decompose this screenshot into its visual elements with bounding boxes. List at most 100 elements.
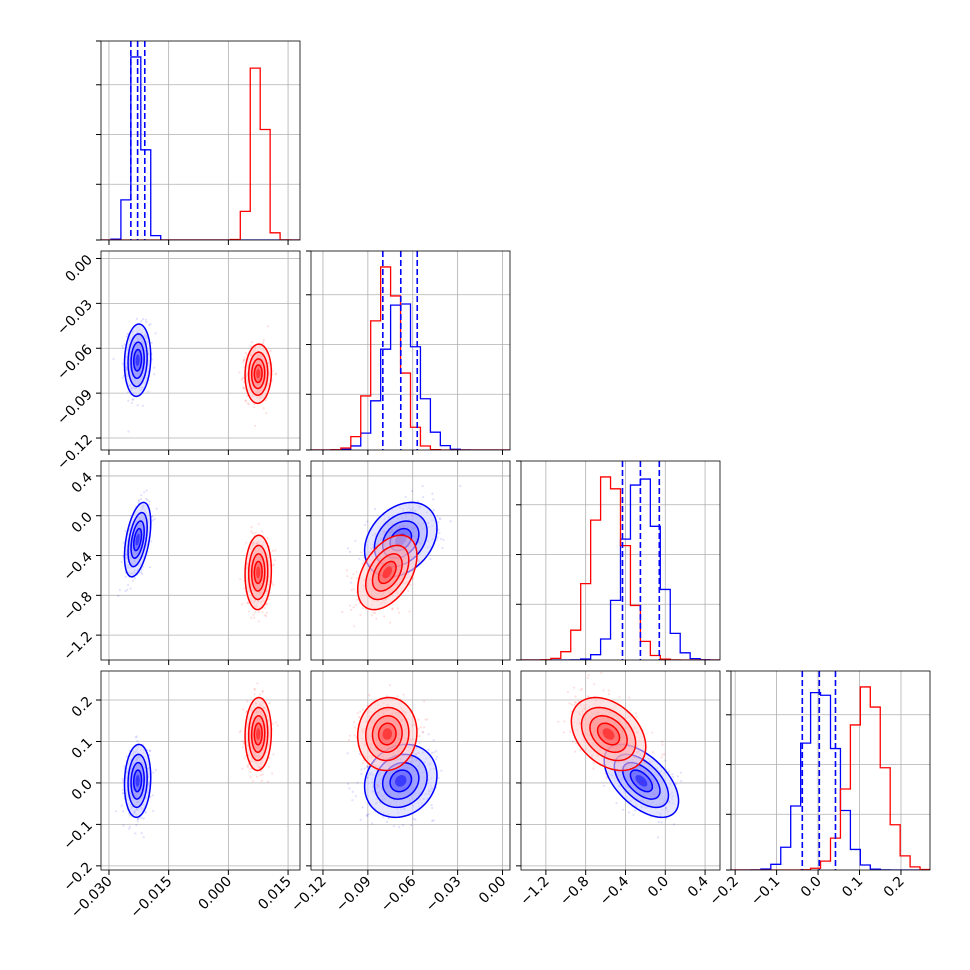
sample-point	[136, 818, 139, 821]
sample-point	[115, 810, 118, 813]
sample-point	[140, 571, 143, 574]
sample-point	[133, 577, 137, 580]
sample-point	[252, 613, 255, 616]
sample-point	[140, 320, 143, 323]
sample-point	[121, 344, 124, 347]
sample-point	[407, 589, 410, 592]
sample-point	[432, 508, 435, 512]
sample-point	[272, 584, 275, 587]
sample-point	[145, 320, 148, 324]
sample-point	[253, 687, 256, 690]
density-fill	[135, 354, 140, 366]
sample-point	[391, 523, 394, 526]
sample-point	[137, 499, 140, 502]
panel-content	[311, 251, 510, 450]
sample-point	[239, 729, 242, 733]
sample-point	[241, 377, 244, 380]
sample-point	[398, 611, 401, 614]
sample-point	[441, 547, 444, 550]
sample-point	[259, 693, 262, 696]
sample-point	[437, 521, 440, 524]
panel-frame	[310, 250, 511, 451]
contour-line	[127, 511, 148, 568]
panel-1-1	[306, 250, 511, 455]
sample-point	[266, 780, 269, 783]
sample-point	[384, 536, 387, 539]
sample-point	[243, 359, 246, 362]
sample-point	[422, 496, 425, 499]
sample-point	[387, 817, 390, 820]
sample-point	[250, 341, 254, 344]
sample-point	[414, 526, 417, 529]
y-tick-label: 0.2	[69, 694, 96, 721]
sample-point	[125, 335, 128, 338]
sample-point	[258, 610, 261, 613]
sample-point	[264, 614, 268, 618]
sample-point	[250, 525, 253, 529]
sample-point	[246, 764, 249, 767]
sample-point	[252, 402, 255, 405]
sample-point	[370, 547, 373, 550]
sample-point	[436, 536, 439, 539]
sample-point	[152, 771, 155, 774]
sample-point	[341, 610, 344, 614]
sample-point	[274, 549, 277, 552]
sample-point	[421, 559, 424, 562]
sample-point	[351, 799, 354, 802]
sample-point	[151, 519, 154, 522]
sample-point	[140, 493, 143, 497]
sample-point	[154, 768, 157, 771]
sample-point	[127, 583, 130, 587]
sample-point	[383, 615, 386, 618]
sample-point	[265, 412, 268, 415]
sample-point	[429, 557, 432, 560]
sample-point	[127, 399, 130, 402]
sample-point	[366, 766, 370, 769]
sample-point	[140, 497, 143, 501]
sample-point	[239, 578, 242, 581]
sample-point	[459, 485, 462, 488]
sample-point	[398, 526, 401, 529]
sample-point	[149, 749, 152, 753]
sample-point	[266, 602, 269, 606]
sample-point	[250, 616, 253, 619]
sample-point	[354, 539, 357, 542]
sample-point	[263, 614, 267, 617]
sample-point	[271, 564, 274, 567]
x-tick-label: −0.015	[128, 874, 176, 922]
sample-point	[268, 757, 271, 760]
histogram-red	[311, 266, 510, 450]
panel-content	[112, 317, 278, 433]
density-fill	[135, 775, 140, 787]
sample-point	[271, 549, 274, 552]
sample-point	[141, 318, 145, 321]
panel-frame	[310, 460, 511, 661]
sample-point	[149, 323, 152, 326]
y-tick-label: −0.4	[60, 549, 95, 584]
sample-point	[148, 566, 152, 569]
sample-point	[260, 530, 264, 533]
panel-2-1	[306, 460, 511, 665]
sample-point	[259, 774, 262, 777]
sample-point	[253, 688, 256, 691]
y-tick-label: 0.4	[69, 469, 96, 496]
sample-point	[421, 484, 424, 487]
sample-point	[432, 498, 435, 501]
sample-point	[131, 398, 134, 401]
panel-0-0	[96, 40, 301, 245]
contour-line	[247, 706, 269, 762]
sample-point	[271, 722, 274, 725]
sample-point	[152, 809, 155, 812]
sample-point	[411, 489, 414, 493]
sample-point	[435, 749, 438, 752]
contour-line	[250, 715, 266, 754]
sample-point	[249, 776, 252, 779]
sample-point	[136, 404, 139, 407]
y-tick-label: −0.06	[54, 342, 96, 384]
contour-line	[130, 520, 145, 559]
sample-point	[410, 824, 413, 827]
sample-point	[144, 811, 147, 814]
sample-point	[238, 731, 241, 734]
sample-point	[125, 755, 128, 758]
sample-point	[355, 603, 358, 606]
